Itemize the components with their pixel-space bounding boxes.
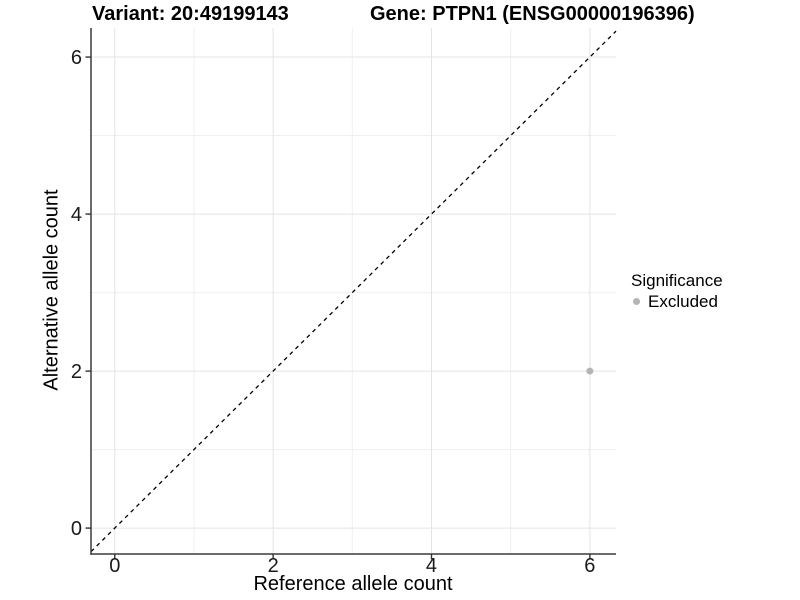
y-axis-title: Alternative allele count — [40, 189, 63, 391]
gene-title: Gene: PTPN1 (ENSG00000196396) — [370, 3, 695, 25]
x-axis-title: Reference allele count — [253, 573, 453, 595]
x-tick-label: 4 — [426, 555, 437, 577]
legend-item-excluded: Excluded — [631, 291, 723, 312]
y-tick-label: 0 — [71, 518, 82, 540]
identity-line — [90, 30, 617, 553]
excluded-marker-icon — [633, 298, 640, 305]
data-point — [586, 367, 594, 375]
variant-title: Variant: 20:49199143 — [92, 3, 289, 25]
x-tick-label: 6 — [584, 555, 595, 577]
legend-item-label: Excluded — [648, 292, 718, 311]
legend-title: Significance — [631, 271, 723, 290]
legend: Significance Excluded — [631, 270, 723, 312]
y-tick-label: 2 — [71, 361, 82, 383]
y-tick-label: 6 — [71, 47, 82, 69]
x-tick-label: 0 — [109, 555, 120, 577]
x-tick-label: 2 — [268, 555, 279, 577]
y-tick-label: 4 — [71, 204, 82, 226]
